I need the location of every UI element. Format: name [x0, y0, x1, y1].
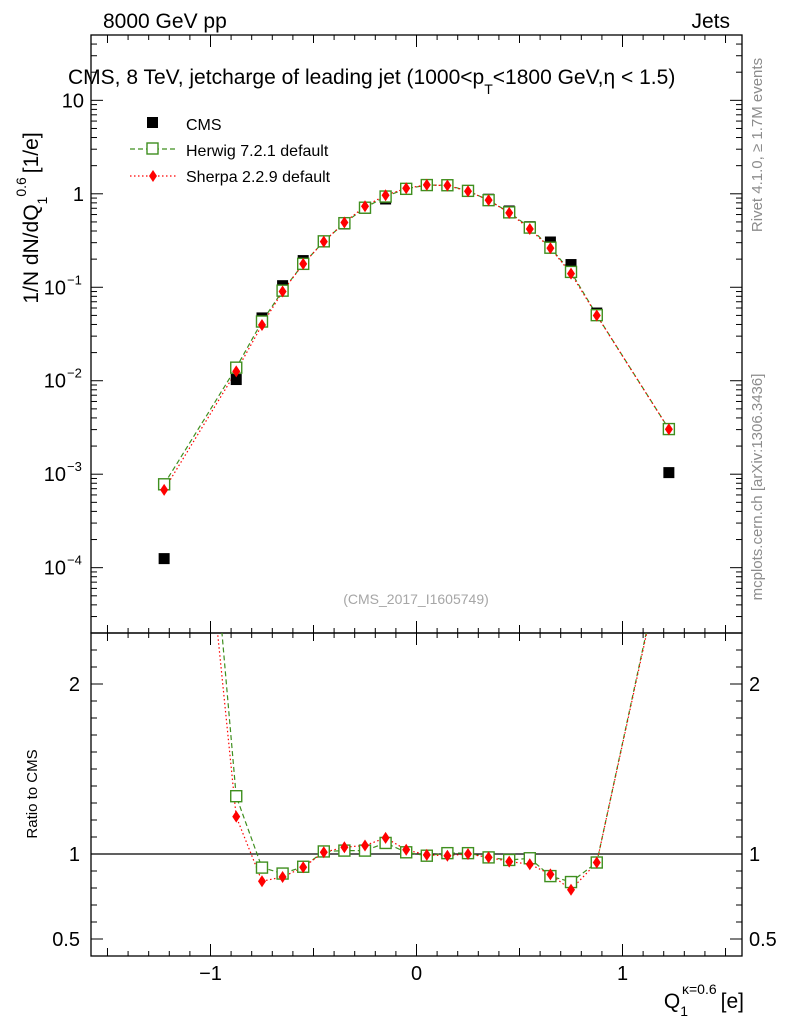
cms-data-point	[158, 553, 170, 565]
sherpa-ratio-point	[278, 870, 287, 883]
sherpa-ratio-point	[402, 843, 411, 856]
x-tick-label: −1	[199, 963, 222, 985]
y-tick-label: 10	[44, 277, 66, 299]
cms-data-point	[230, 374, 242, 386]
sherpa-ratio-point	[340, 841, 349, 854]
sherpa-main-line	[163, 184, 670, 491]
sherpa-data-point	[664, 423, 673, 436]
sherpa-data-point	[360, 200, 369, 213]
sherpa-data-point	[278, 285, 287, 298]
sherpa-ratio-point	[567, 883, 576, 896]
sherpa-data-point	[319, 235, 328, 248]
sherpa-data-point	[567, 267, 576, 280]
sherpa-ratio-point	[665, 525, 673, 537]
legend-label-herwig: Herwig 7.2.1 default	[186, 143, 329, 160]
header-left: 8000 GeV pp	[103, 10, 227, 33]
cms-data-point	[663, 467, 675, 479]
sherpa-ratio-point	[360, 839, 369, 852]
y-tick-label-exponent: −3	[67, 459, 82, 474]
sherpa-data-point	[592, 309, 601, 322]
sherpa-data-point	[525, 223, 534, 236]
y-tick-label-exponent: −1	[67, 272, 82, 287]
legend-marker-herwig	[146, 142, 159, 155]
legend-label-cms: CMS	[186, 117, 222, 134]
y-tick-label-exponent: −2	[67, 366, 82, 381]
sherpa-data-point	[443, 179, 452, 192]
herwig-ratio-line	[221, 633, 647, 883]
x-tick-label: 0	[411, 963, 422, 985]
sherpa-data-point	[340, 216, 349, 229]
sherpa-data-point	[484, 194, 493, 207]
herwig-ratio-point	[230, 790, 243, 803]
analysis-id-watermark: (CMS_2017_I1605749)	[343, 591, 489, 607]
sherpa-ratio-point	[257, 875, 266, 888]
data-marks-layer	[157, 100, 676, 896]
header-right: Jets	[691, 10, 730, 33]
sherpa-data-point	[232, 365, 241, 378]
legend-label-sherpa: Sherpa 2.2.9 default	[186, 169, 331, 186]
legend: CMS Herwig 7.2.1 default Sherpa 2.2.9 de…	[130, 117, 331, 186]
ratio-tick-label-left: 2	[69, 674, 80, 696]
sherpa-data-point	[422, 178, 431, 191]
sherpa-ratio-line	[216, 633, 648, 891]
legend-marker-cms	[147, 117, 158, 128]
sherpa-ratio-point	[160, 100, 168, 112]
herwig-ratio-point	[255, 861, 269, 874]
y-tick-label: 10	[44, 464, 66, 486]
sherpa-data-point	[381, 189, 390, 202]
ratio-tick-label-right: 1	[749, 844, 760, 866]
y-tick-label-exponent: −4	[67, 553, 82, 568]
sherpa-ratio-point	[299, 861, 308, 874]
series-lines-layer	[163, 184, 670, 891]
ratio-panel-frame	[90, 632, 743, 957]
sherpa-data-point	[464, 185, 473, 198]
ratio-tick-label-right: 0.5	[749, 929, 777, 951]
x-axis-label: Q1κ=0.6[e]	[664, 981, 744, 1019]
sherpa-ratio-point	[505, 855, 514, 868]
sherpa-ratio-point	[546, 868, 555, 881]
sherpa-ratio-point	[484, 851, 493, 864]
sherpa-ratio-point	[525, 858, 534, 871]
chart-title: CMS, 8 TeV, jetcharge of leading jet (10…	[68, 66, 675, 97]
sherpa-data-point	[546, 242, 555, 255]
ratio-tick-label-left: 1	[69, 844, 80, 866]
sherpa-ratio-point	[443, 849, 452, 862]
sherpa-data-point	[299, 257, 308, 270]
herwig-main-line	[163, 184, 670, 485]
sherpa-data-point	[160, 483, 169, 496]
sherpa-ratio-point	[381, 831, 390, 844]
sherpa-data-point	[505, 206, 514, 219]
y-tick-label: 10	[44, 371, 66, 393]
sherpa-data-point	[257, 318, 266, 331]
cms-data-point	[565, 259, 577, 271]
sherpa-data-point	[402, 182, 411, 195]
ratio-tick-label-left: 0.5	[52, 929, 80, 951]
y-tick-label: 1	[73, 184, 84, 206]
sherpa-ratio-point	[464, 848, 473, 860]
sherpa-ratio-point	[422, 848, 431, 861]
sherpa-ratio-point	[592, 856, 601, 869]
mcplots-reference-label: mcplots.cern.ch [arXiv:1306.3436]	[749, 374, 766, 601]
y-tick-label: 10	[44, 558, 66, 580]
sherpa-ratio-point	[319, 846, 328, 859]
y-tick-label: 10	[62, 90, 84, 112]
sherpa-ratio-point	[232, 810, 241, 823]
ratio-tick-label-right: 2	[749, 674, 760, 696]
rivet-version-label: Rivet 4.1.0, ≥ 1.7M events	[749, 58, 766, 232]
herwig-ratio-point	[663, 522, 674, 533]
legend-marker-sherpa	[149, 170, 157, 182]
ratio-axis-label: Ratio to CMS	[24, 749, 41, 838]
y-axis-label: 1/N dN/dQ10.6[1/e]	[13, 132, 50, 303]
x-tick-label: 1	[617, 963, 628, 985]
